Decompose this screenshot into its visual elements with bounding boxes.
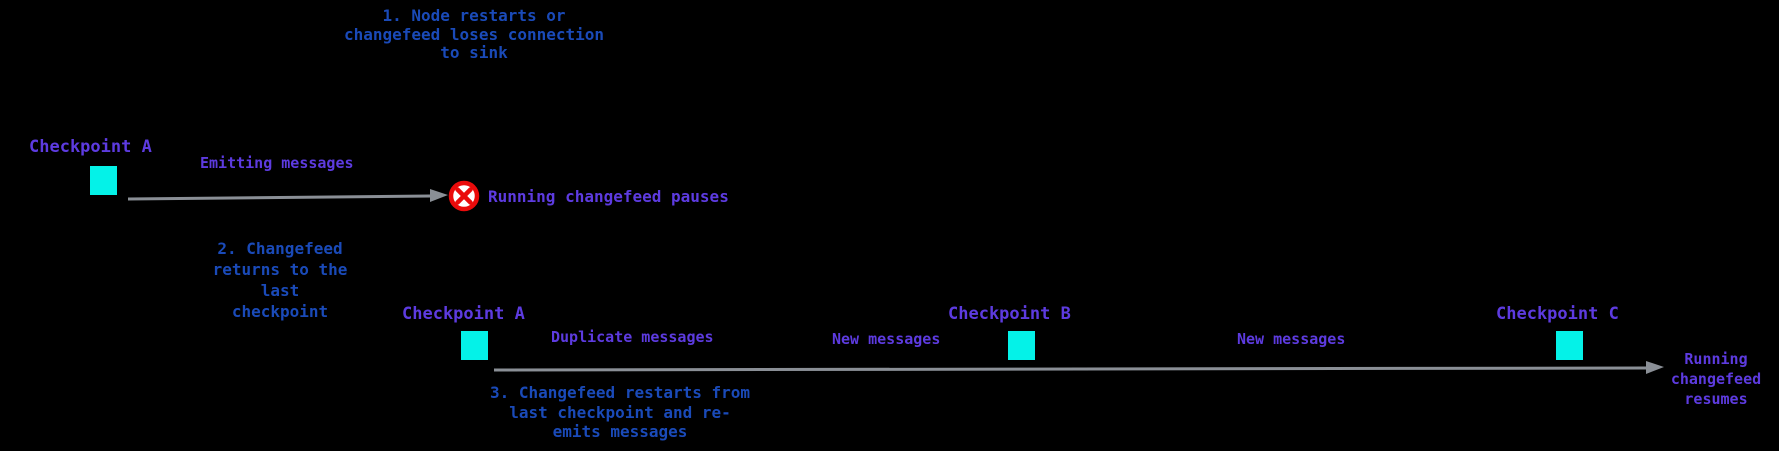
checkpoint-a-marker <box>461 331 488 360</box>
checkpoint-c-label: Checkpoint C <box>1496 304 1619 324</box>
resume-arrow-line <box>493 366 1647 372</box>
checkpoint-b-label: Checkpoint B <box>948 304 1071 324</box>
emitting-arrow-line <box>127 194 431 201</box>
changefeed-resumes-label: Running changefeed resumes <box>1670 350 1762 408</box>
x-circle-icon <box>448 180 480 212</box>
step3-note: 3. Changefeed restarts from last checkpo… <box>489 383 751 441</box>
emitting-arrow-head <box>430 189 448 202</box>
resumed-checkpoint-a-label: Checkpoint A <box>402 304 525 324</box>
paused-checkpoint-a-label: Checkpoint A <box>29 137 152 157</box>
step1-note: 1. Node restarts or changefeed loses con… <box>343 6 605 62</box>
checkpoint-b-marker <box>1008 331 1035 360</box>
new-messages-label: New messages <box>1237 330 1346 348</box>
step2-note: 2. Changefeed returns to the last checkp… <box>212 239 348 321</box>
resume-arrow-head <box>1646 361 1664 374</box>
emitting-messages-label: Emitting messages <box>200 154 354 172</box>
checkpoint-a-marker <box>90 166 117 195</box>
duplicate-messages-label: Duplicate messages <box>551 328 714 346</box>
changefeed-pauses-label: Running changefeed pauses <box>488 187 729 206</box>
new-messages-label: New messages <box>832 330 941 348</box>
checkpoint-c-marker <box>1556 331 1583 360</box>
